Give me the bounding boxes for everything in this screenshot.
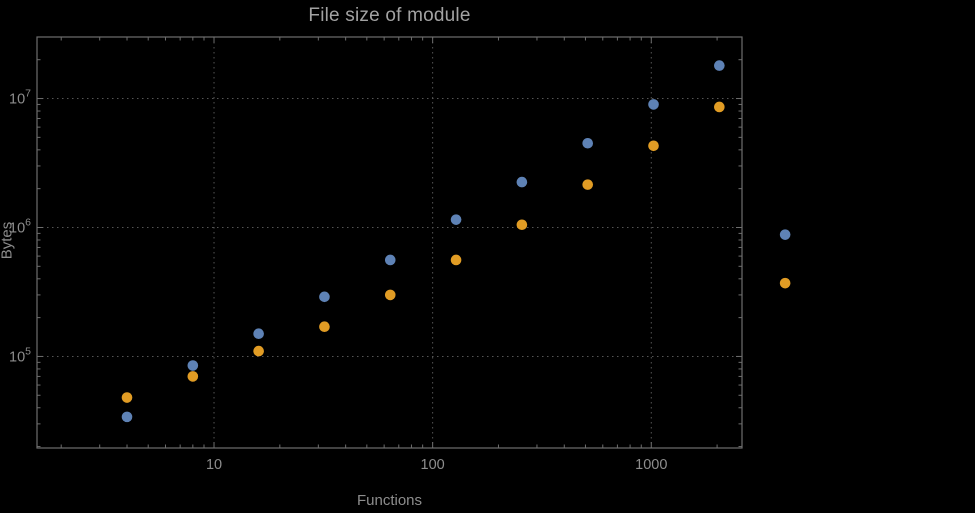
scatter-point-orange — [121, 392, 133, 403]
x-axis-label: Functions — [356, 492, 423, 509]
scatter-point-orange — [582, 179, 594, 190]
tick-label-y: 105 — [9, 345, 31, 365]
scatter-point-blue — [516, 176, 528, 188]
chart-title: File size of module — [308, 5, 471, 26]
scatter-point-orange — [319, 321, 330, 333]
scatter-point-orange — [714, 101, 725, 113]
scatter-point-blue — [779, 229, 791, 240]
scatter-point-orange — [187, 371, 199, 382]
scatter-point-orange — [779, 277, 791, 289]
plot-frame — [36, 36, 743, 449]
tick-label-y: 106 — [9, 216, 31, 236]
tick-label-x: 1000 — [635, 457, 667, 473]
scatter-point-orange — [648, 140, 659, 152]
scatter-point-blue — [319, 291, 330, 303]
scatter-point-orange — [516, 219, 528, 231]
scatter-point-blue — [714, 60, 725, 71]
scatter-point-orange — [384, 289, 396, 301]
scatter-point-blue — [384, 254, 396, 266]
scatter-point-blue — [648, 99, 659, 110]
tick-label-y: 107 — [9, 88, 31, 108]
y-axis-label: Bytes — [0, 221, 16, 260]
tick-label-x: 100 — [421, 457, 445, 473]
scatter-point-orange — [253, 345, 264, 357]
scatter-point-blue — [582, 137, 594, 149]
scatter-point-blue — [253, 328, 264, 340]
scatter-point-blue — [121, 411, 133, 423]
scatter-point-blue — [450, 214, 462, 225]
scatter-point-blue — [187, 360, 199, 371]
tick-label-x: 10 — [206, 457, 222, 473]
scatter-point-orange — [450, 254, 462, 266]
